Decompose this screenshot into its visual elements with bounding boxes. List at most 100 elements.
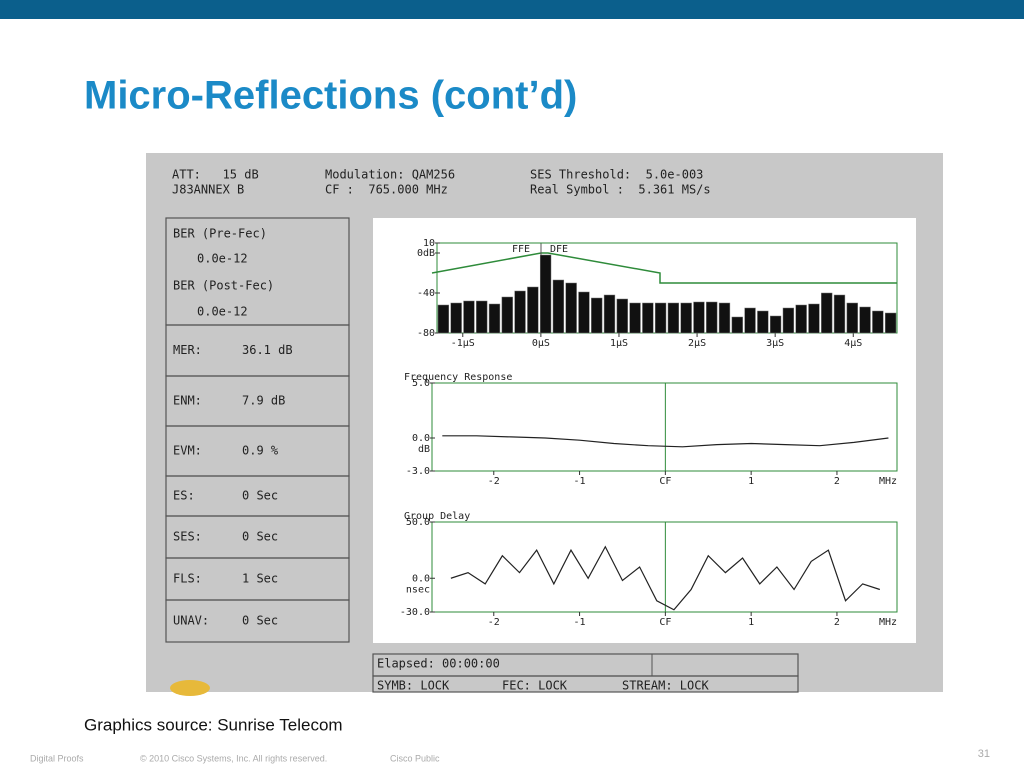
y-tick-label: -3.0 (406, 466, 430, 477)
tap-bar (795, 304, 807, 334)
y-tick-label: 50.0 (406, 517, 430, 528)
y-tick-label: 0.0 (412, 433, 430, 444)
footer-text: © 2010 Cisco Systems, Inc. All rights re… (140, 753, 327, 763)
stat-value: 1 Sec (242, 572, 278, 586)
x-tick-label: 3µS (766, 338, 784, 349)
tap-bar (833, 294, 846, 334)
slide-title: Micro-Reflections (cont’d) (84, 74, 577, 118)
y-tick-label: 0dB (417, 248, 435, 259)
tap-bar (552, 279, 565, 334)
tap-bar (884, 312, 897, 334)
x-tick-label: 2 (834, 617, 840, 628)
x-tick-label: -1 (574, 617, 586, 628)
stat-label: ES: (173, 489, 195, 503)
tap-bar (539, 254, 552, 334)
tap-bar (527, 286, 539, 334)
status-text: FEC: LOCK (502, 679, 568, 693)
x-tick-label: 1µS (610, 338, 628, 349)
tap-bar (821, 292, 833, 334)
status-text: STREAM: LOCK (622, 679, 709, 693)
plot-frame (436, 242, 898, 334)
logo (170, 680, 210, 696)
stat-label: EVM: (173, 444, 202, 458)
tap-bar (616, 298, 628, 334)
tap-bar (782, 307, 795, 334)
info-text: ATT: 15 dB (172, 168, 259, 182)
tap-bar (757, 310, 769, 334)
tap-bar (437, 304, 450, 334)
x-tick-label: 1 (748, 617, 754, 628)
y-tick-label: -40 (417, 288, 435, 299)
x-tick-label: 2µS (688, 338, 706, 349)
footer-text: Digital Proofs (30, 753, 84, 763)
tap-envelope (431, 252, 897, 284)
stat-value: 0.9 % (242, 444, 279, 458)
tap-bar (463, 300, 475, 334)
stat-label: UNAV: (173, 614, 209, 628)
y-tick-label: 10 (423, 238, 435, 249)
tap-bar (872, 310, 884, 334)
tap-bar (476, 300, 488, 334)
caption: Graphics source: Sunrise Telecom (84, 715, 343, 734)
stat-value: 0 Sec (242, 530, 278, 544)
tap-bar (667, 302, 680, 334)
chart-title: Frequency Response (404, 372, 512, 383)
info-text: CF : 765.000 MHz (325, 183, 448, 197)
tap-bar (680, 302, 692, 334)
ber-label: BER (Pre-Fec) (173, 227, 267, 241)
x-tick-label: 0µS (532, 338, 550, 349)
stat-label: SES: (173, 530, 202, 544)
tap-bar (629, 302, 641, 334)
tap-bar (642, 302, 654, 334)
x-tick-label: -2 (488, 476, 500, 487)
x-unit: MHz (879, 617, 897, 628)
tap-bar (514, 290, 526, 334)
y-tick-label: -80 (417, 328, 435, 339)
tap-bar (450, 302, 462, 334)
x-tick-label: -2 (488, 617, 500, 628)
x-unit: MHz (879, 476, 897, 487)
tap-bar (693, 301, 705, 334)
stat-value: 36.1 dB (242, 343, 293, 357)
info-text: SES Threshold: 5.0e-003 (530, 168, 703, 182)
tap-bar (808, 303, 820, 334)
tap-bar (859, 306, 871, 334)
tap-bar (603, 294, 616, 334)
x-tick-label: 4µS (844, 338, 862, 349)
tap-bar (654, 302, 667, 334)
info-text: Modulation: QAM256 (325, 168, 455, 182)
plot-area (373, 218, 916, 643)
chart-title: Group Delay (404, 511, 470, 522)
x-tick-label: -1 (574, 476, 586, 487)
tap-bar (706, 301, 718, 334)
x-tick-label: -1µS (451, 338, 475, 349)
info-text: Real Symbol : 5.361 MS/s (530, 183, 711, 197)
stat-value: 0 Sec (242, 489, 278, 503)
stat-label: MER: (173, 343, 202, 357)
tap-bar (846, 302, 858, 334)
y-tick-label: 5.0 (412, 378, 430, 389)
y-unit: dB (418, 444, 430, 455)
x-tick-label: 2 (834, 476, 840, 487)
info: ATT: 15 dB J83ANNEX B Modulation: QAM256… (172, 168, 711, 197)
ber-label: BER (Post-Fec) (173, 279, 274, 293)
header-bar (0, 0, 1024, 19)
tap-bar (565, 282, 577, 334)
x-tick-label: 1 (748, 476, 754, 487)
y-tick-label: 0.0 (412, 573, 430, 584)
info-text: J83ANNEX B (172, 183, 244, 197)
stat-value: 0 Sec (242, 614, 278, 628)
footer-text: Cisco Public (390, 753, 440, 763)
plot-frame (431, 382, 898, 472)
status-text: Elapsed: 00:00:00 (377, 657, 500, 671)
tap-bar (591, 297, 603, 334)
tap-bar (718, 302, 731, 334)
ber-value: 0.0e-12 (197, 305, 248, 319)
curve (450, 545, 881, 611)
tap-bar (769, 315, 782, 334)
stat-box (165, 599, 350, 643)
y-tick-label: -30.0 (400, 607, 430, 618)
